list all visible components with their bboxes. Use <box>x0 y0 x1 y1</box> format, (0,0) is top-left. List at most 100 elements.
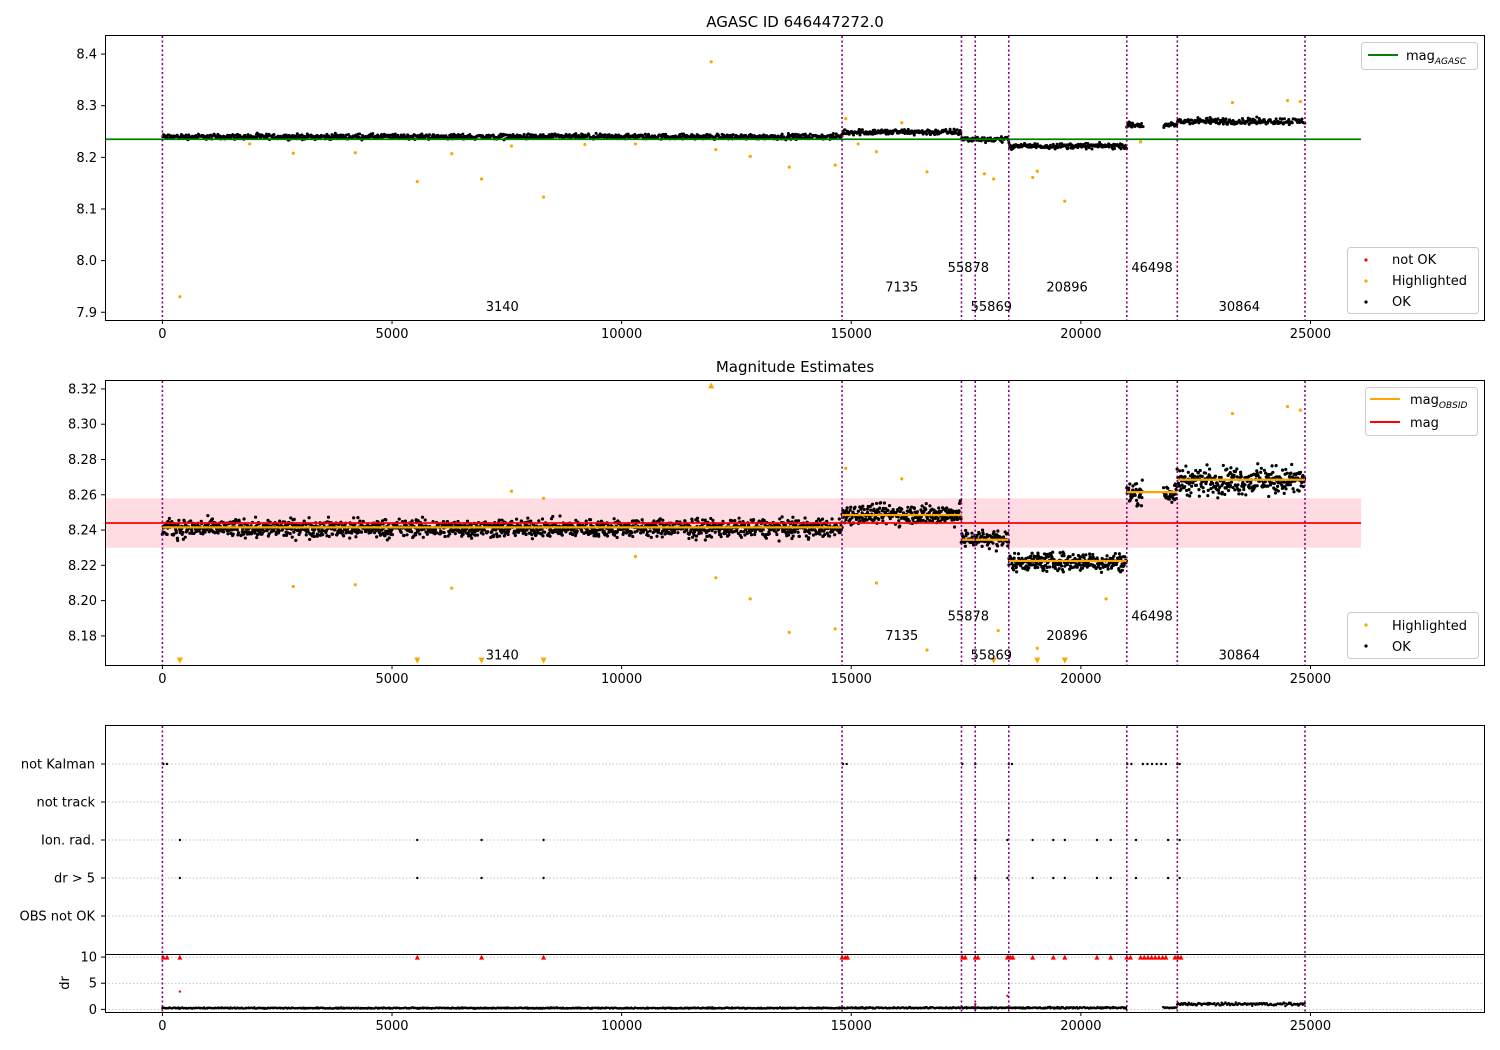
ok-point <box>1187 471 1190 474</box>
flag-point <box>480 839 482 841</box>
ok-point <box>305 533 308 536</box>
ok-point <box>1299 471 1302 474</box>
clipped-low-marker <box>1034 658 1040 664</box>
flag-point <box>166 763 168 765</box>
ok-point <box>888 504 891 507</box>
ok-point <box>676 531 679 534</box>
highlighted-point <box>1036 170 1039 173</box>
ok-point <box>1256 462 1259 465</box>
ok-point <box>1090 147 1093 150</box>
ok-point <box>978 532 981 535</box>
ok-point <box>1205 463 1208 466</box>
ok-point <box>426 533 429 536</box>
ok-point <box>988 547 991 550</box>
ok-point <box>1123 555 1126 558</box>
highlighted-point <box>834 163 837 166</box>
ok-point <box>1284 468 1287 471</box>
ok-point <box>957 509 960 512</box>
ok-point <box>1170 501 1173 504</box>
ok-point <box>1059 551 1062 554</box>
ok-point <box>289 532 292 535</box>
ok-point <box>883 501 886 504</box>
ok-point <box>1240 475 1243 478</box>
ok-point <box>189 519 192 522</box>
ok-point <box>1177 482 1180 485</box>
ok-point <box>313 535 316 538</box>
ok-point <box>613 534 616 537</box>
highlighted-point <box>634 142 637 145</box>
ok-point <box>388 536 391 539</box>
clipped-low-marker <box>541 658 547 664</box>
flag-point <box>1178 877 1180 879</box>
ok-point <box>1013 552 1016 555</box>
ok-point <box>1112 555 1115 558</box>
panel-mag-estimates: Magnitude Estimates 31407135558785586920… <box>68 358 1484 687</box>
panel-agasc-axes: 0 5000 10000 15000 20000 250007.98.08.18.28.3… <box>76 48 1331 342</box>
ok-point <box>185 134 188 137</box>
ok-point <box>753 533 756 536</box>
obsid-label: 7135 <box>885 629 918 644</box>
ok-point <box>589 518 592 521</box>
ok-point <box>833 533 836 536</box>
legend-ok-label-2: OK <box>1392 640 1411 655</box>
ok-point <box>1036 552 1039 555</box>
ok-point <box>561 534 564 537</box>
ok-point <box>752 518 755 521</box>
ok-point <box>1140 496 1143 499</box>
ok-point <box>1214 475 1217 478</box>
legend-status-top: not OK Highlighted OK <box>1348 248 1479 314</box>
ok-point <box>1277 489 1280 492</box>
highlighted-point <box>749 155 752 158</box>
ok-point <box>807 536 810 539</box>
ok-point <box>1178 469 1181 472</box>
ok-point <box>443 531 446 534</box>
ok-point <box>1201 486 1204 489</box>
highlighted-point <box>900 121 903 124</box>
ok-point <box>926 517 929 520</box>
highlighted-point <box>354 583 357 586</box>
ok-point <box>1291 487 1294 490</box>
y-tick-label: 8.2 <box>76 151 97 166</box>
ok-point <box>1298 489 1301 492</box>
ok-point <box>1287 118 1290 121</box>
obsid-label: 3140 <box>486 300 519 315</box>
ok-point <box>875 502 878 505</box>
ok-point <box>1001 542 1004 545</box>
ok-point <box>1140 122 1143 125</box>
highlighted-point <box>1299 409 1302 412</box>
ok-point <box>616 536 619 539</box>
ok-point <box>1054 567 1057 570</box>
ok-point <box>232 533 235 536</box>
ok-point <box>928 504 931 507</box>
ok-point <box>913 507 916 510</box>
highlighted-point <box>788 631 791 634</box>
ok-point <box>768 532 771 535</box>
ok-point <box>1083 556 1086 559</box>
ok-point <box>226 532 229 535</box>
highlighted-point <box>634 555 637 558</box>
ok-point <box>1191 481 1194 484</box>
flag-point <box>179 877 181 879</box>
ok-point <box>1276 485 1279 488</box>
ok-point <box>937 517 940 520</box>
ok-point <box>384 518 387 521</box>
ok-point <box>293 518 296 521</box>
highlighted-point <box>997 629 1000 632</box>
ok-point <box>630 531 633 534</box>
x-tick-label: 20000 <box>1060 327 1101 342</box>
highlighted-point <box>844 467 847 470</box>
ok-point <box>732 133 735 136</box>
flag-point <box>542 839 544 841</box>
ok-point <box>486 530 489 533</box>
y-tick-label: 8.30 <box>68 418 97 433</box>
highlighted-point <box>925 170 928 173</box>
ok-point <box>308 538 311 541</box>
highlighted-point <box>710 60 713 63</box>
obsid-label: 55878 <box>948 261 989 276</box>
ok-point <box>928 519 931 522</box>
ok-point <box>1183 485 1186 488</box>
ok-point <box>720 535 723 538</box>
highlighted-point <box>292 152 295 155</box>
ok-point <box>1211 491 1214 494</box>
highlighted-point <box>857 142 860 145</box>
